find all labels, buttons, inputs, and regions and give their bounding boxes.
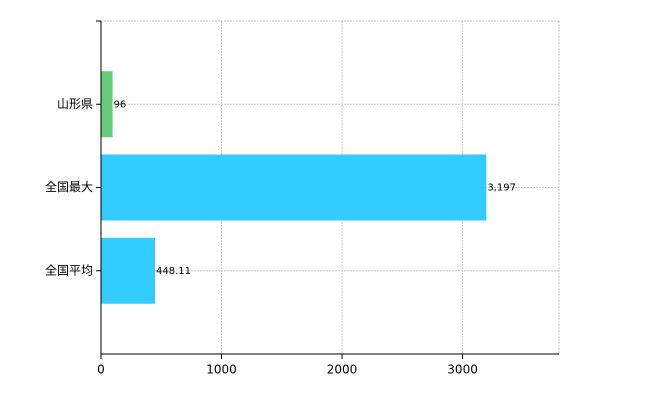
bar	[101, 154, 487, 221]
y-tick-label: 全国平均	[45, 262, 93, 277]
x-tick-label: 2000	[327, 363, 358, 377]
x-tick-label: 3000	[447, 363, 478, 377]
value-label: 448.11	[156, 266, 191, 277]
bar	[101, 237, 156, 304]
x-tick-label: 1000	[206, 363, 237, 377]
bar	[101, 71, 113, 138]
y-tick-label: 全国最大	[45, 179, 93, 194]
y-tick-label: 山形県	[57, 97, 93, 111]
value-label: 3,197	[487, 183, 516, 194]
value-label: 96	[114, 99, 127, 110]
x-tick-label: 0	[97, 363, 105, 377]
